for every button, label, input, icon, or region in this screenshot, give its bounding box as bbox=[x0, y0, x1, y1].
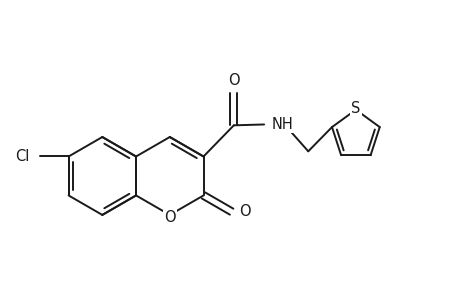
Text: S: S bbox=[350, 100, 360, 116]
Text: NH: NH bbox=[271, 117, 292, 132]
Text: Cl: Cl bbox=[15, 149, 29, 164]
Text: O: O bbox=[228, 73, 239, 88]
Text: O: O bbox=[163, 210, 175, 225]
Text: O: O bbox=[239, 204, 251, 219]
